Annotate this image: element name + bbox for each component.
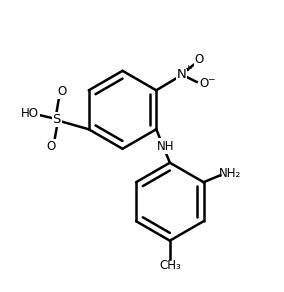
Text: −: − <box>207 74 214 83</box>
Text: N: N <box>176 69 186 81</box>
Text: +: + <box>184 64 191 73</box>
Text: O: O <box>199 77 208 90</box>
Text: NH: NH <box>157 140 175 152</box>
Text: CH₃: CH₃ <box>159 259 181 272</box>
Text: NH₂: NH₂ <box>219 167 241 180</box>
Text: O: O <box>47 140 56 152</box>
Text: O: O <box>195 53 204 66</box>
Text: HO: HO <box>21 107 39 121</box>
Text: O: O <box>58 85 67 98</box>
Text: S: S <box>53 113 61 126</box>
